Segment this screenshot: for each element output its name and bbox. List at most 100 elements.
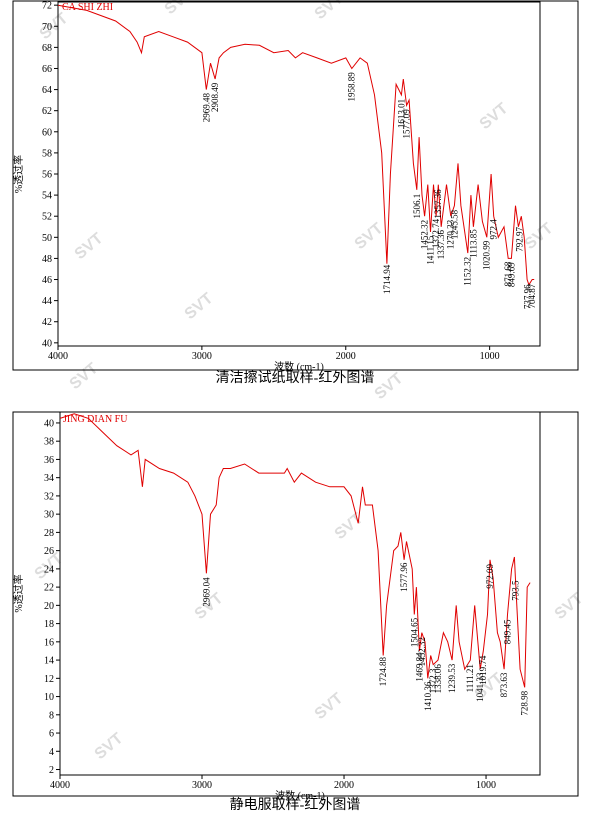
y-tick-label: 30 — [44, 510, 54, 521]
watermark: SVT — [312, 690, 347, 723]
y-tick-label: 28 — [44, 528, 54, 539]
peak-label: 1020.99 — [482, 240, 492, 270]
watermark: SVT — [182, 290, 217, 323]
x-tick-label: 1000 — [480, 351, 500, 362]
y-tick-label: 12 — [44, 674, 54, 685]
spectrum-line — [59, 413, 531, 688]
y-tick-label: 62 — [42, 106, 52, 117]
peak-label: 1577.09 — [402, 109, 412, 139]
spectrum-line — [57, 4, 535, 286]
x-tick-label: 2000 — [334, 780, 354, 791]
caption: 静电服取样-红外图谱 — [230, 797, 361, 813]
watermark: SVT — [312, 0, 347, 23]
watermark: SVT — [332, 510, 367, 543]
y-tick-label: 42 — [42, 317, 52, 328]
watermark: SVT — [552, 590, 587, 623]
peak-label: 849.45 — [502, 619, 512, 644]
peak-label: 849.69 — [506, 262, 516, 287]
peak-label: 1019.74 — [478, 655, 488, 685]
y-tick-label: 34 — [44, 473, 54, 484]
y-tick-label: 6 — [49, 729, 54, 740]
y-tick-label: 64 — [42, 85, 52, 96]
peak-label: 2908.49 — [210, 82, 220, 112]
peak-label: 1504.65 — [409, 617, 419, 647]
peak-label: 1270.33 — [446, 219, 456, 249]
peak-label: 1111.21 — [465, 664, 475, 692]
peak-label: 728.98 — [520, 690, 530, 715]
peak-label: 1469.84 — [414, 652, 424, 682]
y-tick-label: 16 — [44, 637, 54, 648]
y-tick-label: 2 — [49, 765, 54, 776]
y-tick-label: 48 — [42, 254, 52, 265]
peak-label: 1357.36 — [433, 189, 443, 219]
y-tick-label: 50 — [42, 233, 52, 244]
peak-label: 1613.01 — [396, 99, 406, 128]
peak-label: 1958.89 — [347, 72, 357, 102]
chart-frame — [12, 0, 579, 371]
peak-label: 793.5 — [510, 580, 520, 601]
x-tick-label: 4000 — [50, 780, 70, 791]
y-tick-label: 38 — [44, 437, 54, 448]
y-tick-label: 22 — [44, 583, 54, 594]
peak-label: 972.09 — [485, 564, 495, 589]
y-tick-label: 44 — [42, 296, 52, 307]
y-tick-label: 60 — [42, 127, 52, 138]
y-tick-label: 4 — [49, 747, 54, 758]
y-tick-label: 40 — [42, 338, 52, 349]
y-tick-label: 14 — [44, 656, 54, 667]
y-axis-label: %透过率 — [12, 155, 25, 193]
caption: 清洁擦试纸取样-红外图谱 — [216, 369, 375, 386]
peak-label: 871.68 — [503, 261, 513, 286]
peak-label: 1113.85 — [468, 229, 478, 258]
y-tick-label: 58 — [42, 148, 52, 159]
y-tick-label: 36 — [44, 455, 54, 466]
watermark: SVT — [372, 370, 407, 403]
peak-label: 1452.32 — [420, 220, 430, 249]
y-tick-label: 18 — [44, 619, 54, 630]
x-axis-label: 波数 (cm-1) — [274, 360, 324, 373]
y-tick-label: 24 — [44, 564, 54, 575]
peak-label: 1506.1 — [412, 194, 422, 219]
peak-label: 1372.74 — [431, 218, 441, 248]
peak-label: 1245.58 — [449, 209, 459, 239]
peak-label: 792.97 — [514, 227, 524, 252]
peak-label: 2969.48 — [201, 93, 211, 123]
series-label: JING DIAN FU — [63, 414, 128, 425]
watermark: SVT — [72, 230, 107, 263]
plot-area — [59, 411, 541, 776]
y-tick-label: 26 — [44, 546, 54, 557]
y-tick-label: 10 — [44, 692, 54, 703]
watermark: SVT — [352, 220, 387, 253]
y-tick-label: 70 — [42, 22, 52, 33]
y-tick-label: 8 — [49, 710, 54, 721]
watermark: SVT — [477, 100, 512, 133]
peak-label: 2969.04 — [201, 577, 211, 607]
x-tick-label: 4000 — [48, 351, 68, 362]
y-tick-label: 54 — [42, 191, 52, 202]
x-tick-label: 2000 — [336, 351, 356, 362]
peak-label: 1041.33 — [475, 672, 485, 702]
peak-label: 873.63 — [499, 672, 509, 697]
x-tick-label: 1000 — [476, 780, 496, 791]
peak-label: 1452.32 — [417, 637, 427, 666]
peak-label: 1337.36 — [436, 230, 446, 260]
peak-label: 704.87 — [527, 283, 537, 308]
peak-label: 1714.94 — [382, 264, 392, 294]
x-tick-label: 3000 — [192, 780, 212, 791]
y-tick-label: 20 — [44, 601, 54, 612]
watermark: SVT — [522, 220, 557, 253]
x-tick-label: 3000 — [192, 351, 212, 362]
y-tick-label: 72 — [42, 1, 52, 12]
y-tick-label: 52 — [42, 212, 52, 223]
peak-label: 1239.53 — [447, 663, 457, 693]
y-tick-label: 46 — [42, 275, 52, 286]
watermark: SVT — [162, 0, 197, 18]
series-label: CA SHI ZHI — [62, 2, 113, 13]
y-tick-label: 40 — [44, 418, 54, 429]
peak-label: 737.96 — [522, 284, 532, 309]
peak-label: 1372.3 — [428, 668, 438, 693]
watermark: SVT — [92, 730, 127, 763]
plot-area — [57, 1, 541, 347]
